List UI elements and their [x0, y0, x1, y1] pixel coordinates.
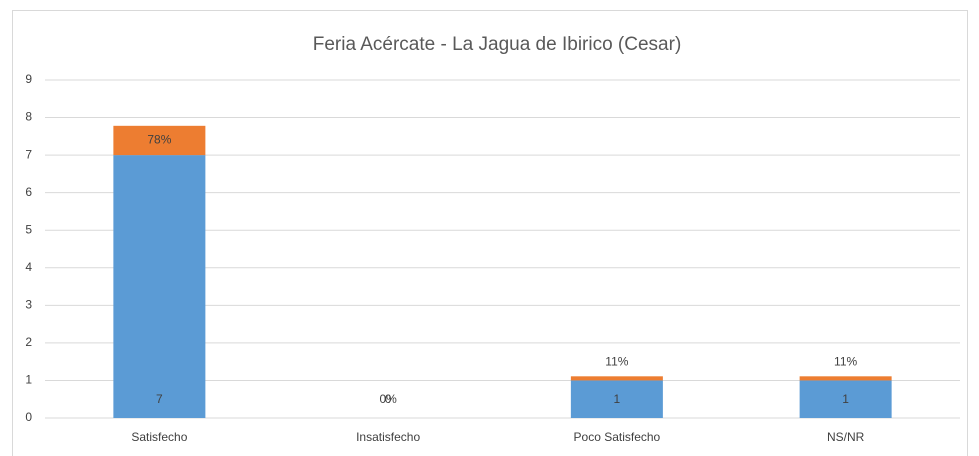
y-tick-label: 2: [25, 335, 32, 349]
y-tick-label: 4: [25, 260, 32, 274]
x-tick-label: Satisfecho: [131, 430, 187, 444]
data-label: 11%: [605, 354, 628, 368]
bar-segment: [113, 125, 206, 156]
chart-title: Feria Acércate - La Jagua de Ibirico (Ce…: [313, 34, 682, 55]
data-label: 11%: [834, 354, 857, 368]
y-tick-label: 0: [25, 410, 32, 424]
y-tick-label: 9: [25, 72, 32, 86]
data-label: 78%: [147, 133, 171, 147]
y-tick-label: 1: [25, 373, 32, 387]
bar-segment: [799, 380, 892, 418]
bar-segment: [799, 376, 892, 381]
bar-segment: [113, 155, 206, 418]
data-label: 0: [385, 392, 392, 406]
x-tick-label: NS/NR: [827, 430, 865, 444]
y-tick-label: 6: [25, 185, 32, 199]
y-tick-label: 5: [25, 222, 32, 236]
data-label: 1: [614, 392, 621, 406]
data-label: 0%: [379, 392, 397, 406]
bar-segment: [570, 380, 663, 418]
y-tick-label: 7: [25, 147, 32, 161]
x-tick-label: Insatisfecho: [356, 430, 420, 444]
data-label: 7: [156, 392, 163, 406]
data-label: 1: [842, 392, 849, 406]
x-tick-label: Poco Satisfecho: [574, 430, 661, 444]
y-tick-label: 3: [25, 298, 32, 312]
bar-segment: [570, 376, 663, 381]
y-tick-label: 8: [25, 110, 32, 124]
